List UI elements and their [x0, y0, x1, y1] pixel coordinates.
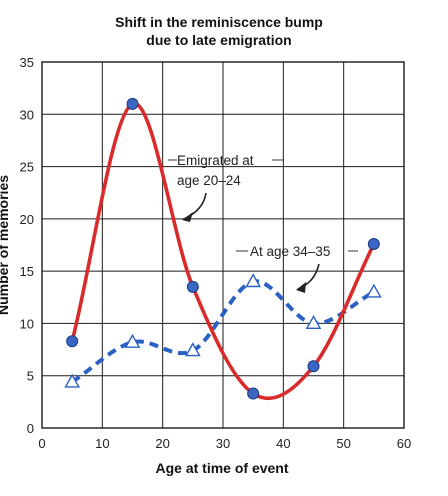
x-tick-label: 40 — [276, 436, 290, 451]
x-tick-label: 30 — [216, 436, 230, 451]
y-tick-label: 0 — [27, 421, 34, 436]
annotation-emigrated-arrowhead — [182, 212, 193, 222]
y-tick-label: 10 — [20, 316, 34, 331]
y-tick-label: 15 — [20, 264, 34, 279]
tick-labels: 0 10 20 30 40 50 60 0 5 10 15 20 25 30 35 — [20, 55, 412, 451]
y-axis-label: Number of memories — [0, 175, 11, 315]
data-point — [247, 387, 260, 400]
y-tick-label: 25 — [20, 160, 34, 175]
y-tick-label: 35 — [20, 55, 34, 70]
x-tick-label: 10 — [95, 436, 109, 451]
annotations: Emigrated at age 20–24 At age 34–35 — [168, 153, 358, 293]
chart-title-line-2: due to late emigration — [146, 32, 291, 48]
y-tick-label: 5 — [27, 369, 34, 384]
series-age-34-35 — [64, 273, 382, 388]
x-tick-label: 20 — [155, 436, 169, 451]
y-tick-label: 20 — [20, 212, 34, 227]
x-tick-label: 0 — [38, 436, 45, 451]
y-tick-label: 30 — [20, 107, 34, 122]
annotation-emigrated-line-1: Emigrated at — [177, 153, 254, 168]
chart-title: Shift in the reminiscence bump due to la… — [115, 14, 323, 48]
gridlines — [42, 62, 404, 428]
x-tick-label: 50 — [336, 436, 350, 451]
series-layer — [64, 97, 382, 400]
x-tick-label: 60 — [397, 436, 411, 451]
data-point — [365, 283, 382, 298]
data-point — [126, 97, 139, 110]
x-axis-label: Age at time of event — [155, 460, 288, 476]
data-point — [307, 360, 320, 373]
data-point — [367, 237, 380, 250]
data-point — [184, 342, 201, 357]
annotation-age-34-35: At age 34–35 — [250, 244, 330, 259]
data-point — [186, 280, 199, 293]
series-emigrated-20-24 — [66, 97, 380, 400]
data-point — [124, 333, 141, 348]
data-point — [305, 314, 322, 330]
annotation-age-34-35-arrowhead — [296, 282, 306, 293]
chart-title-line-1: Shift in the reminiscence bump — [115, 14, 323, 30]
annotation-emigrated-line-2: age 20–24 — [177, 173, 241, 188]
data-point — [245, 273, 262, 288]
data-point — [66, 335, 79, 348]
data-point — [64, 373, 81, 388]
